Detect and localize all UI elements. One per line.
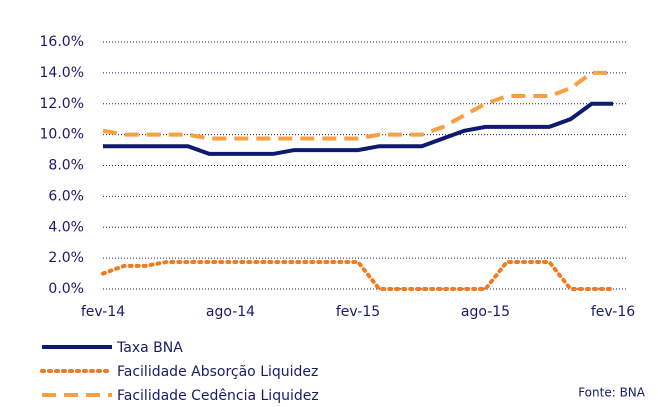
- legend-label: Facilidade Cedência Liquidez: [117, 388, 319, 403]
- legend-label: Taxa BNA: [116, 340, 183, 356]
- y-tick-label: 10.0%: [40, 127, 84, 143]
- series-line: [101, 259, 615, 291]
- y-tick-label: 14.0%: [40, 65, 84, 81]
- legend-label: Facilidade Absorção Liquidez: [117, 364, 318, 380]
- x-tick-label: fev-15: [336, 304, 380, 320]
- y-tick-label: 8.0%: [48, 158, 84, 174]
- y-tick-label: 2.0%: [48, 250, 84, 266]
- y-tick-label: 12.0%: [40, 96, 84, 112]
- series-line: [102, 70, 613, 141]
- y-tick-label: 0.0%: [48, 281, 84, 297]
- x-tick-label: ago-15: [461, 304, 510, 320]
- y-tick-label: 6.0%: [48, 188, 84, 204]
- x-tick-label: ago-14: [206, 304, 255, 320]
- source-note: Fonte: BNA: [578, 386, 646, 400]
- x-tick-label: fev-16: [591, 304, 635, 320]
- y-tick-label: 4.0%: [48, 219, 84, 235]
- x-tick-label: fev-14: [81, 304, 125, 320]
- series-line: [103, 101, 613, 156]
- y-tick-label: 16.0%: [40, 34, 84, 50]
